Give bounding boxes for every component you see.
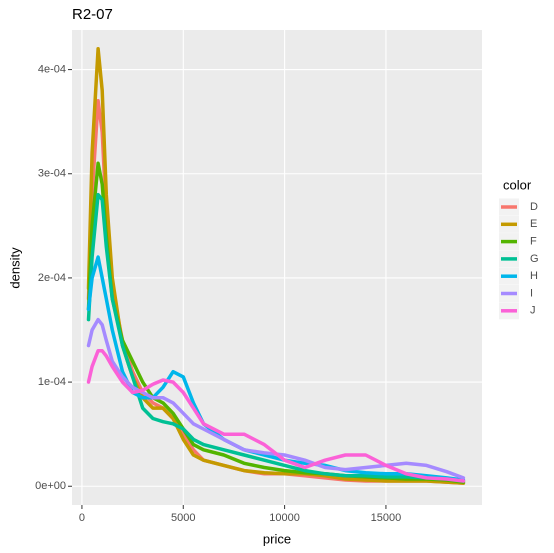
legend-label: G: [530, 253, 539, 265]
legend-label: J: [530, 305, 536, 317]
density-line: [86, 349, 466, 483]
y-tick-label: 4e-04: [38, 63, 66, 75]
legend-label: F: [530, 236, 537, 248]
legend-title: color: [503, 177, 532, 192]
legend-label: I: [530, 287, 533, 299]
chart-title: R2-07: [72, 6, 113, 23]
legend-label: E: [530, 218, 537, 230]
density-line: [86, 47, 466, 485]
density-line: [86, 192, 466, 483]
x-tick-label: 15000: [371, 512, 402, 524]
y-axis-label: density: [7, 247, 22, 289]
y-tick-label: 1e-04: [38, 376, 66, 388]
y-tick-label: 3e-04: [38, 168, 66, 180]
lines: [86, 47, 466, 485]
grid: [72, 30, 482, 505]
x-axis-label: price: [263, 531, 291, 546]
legend-label: H: [530, 270, 538, 282]
x-tick-label: 0: [79, 512, 85, 524]
legend-label: D: [530, 201, 538, 213]
x-tick-label: 5000: [171, 512, 195, 524]
x-tick-label: 10000: [269, 512, 300, 524]
panel: [72, 30, 482, 505]
y-tick-label: 2e-04: [38, 272, 66, 284]
y-tick-label: 0e+00: [35, 480, 66, 492]
density-line: [86, 317, 466, 480]
